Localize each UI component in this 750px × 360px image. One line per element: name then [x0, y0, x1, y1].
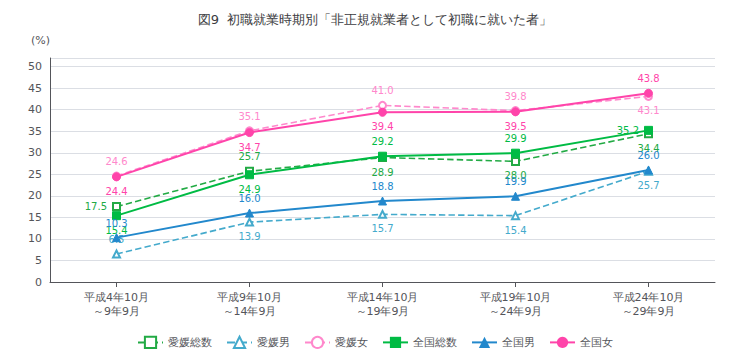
svg-text:全国総数: 全国総数 [413, 336, 457, 349]
svg-text:28.9: 28.9 [371, 167, 393, 178]
svg-text:41.0: 41.0 [371, 85, 393, 96]
svg-text:愛媛総数: 愛媛総数 [168, 336, 212, 349]
svg-text:35: 35 [28, 125, 42, 138]
svg-text:34.4: 34.4 [637, 142, 660, 154]
svg-text:43.8: 43.8 [637, 73, 659, 84]
svg-text:～29年9月: ～29年9月 [622, 305, 676, 318]
svg-text:～19年9月: ～19年9月 [356, 305, 410, 318]
svg-text:35.1: 35.1 [238, 111, 260, 122]
svg-text:20: 20 [28, 189, 42, 202]
svg-text:13.9: 13.9 [238, 231, 260, 242]
svg-text:15.4: 15.4 [105, 224, 128, 236]
svg-text:5: 5 [35, 254, 42, 267]
svg-text:18.8: 18.8 [371, 181, 393, 192]
svg-text:26.0: 26.0 [637, 150, 659, 161]
svg-text:29.9: 29.9 [504, 133, 526, 144]
svg-text:39.8: 39.8 [504, 91, 526, 102]
svg-text:35.2: 35.2 [617, 125, 639, 136]
svg-text:40: 40 [28, 103, 42, 116]
svg-text:16.0: 16.0 [238, 193, 260, 204]
svg-text:29.2: 29.2 [371, 136, 393, 147]
svg-text:15.7: 15.7 [371, 223, 393, 234]
svg-text:43.1: 43.1 [637, 105, 659, 116]
svg-text:50: 50 [28, 60, 42, 73]
svg-text:15: 15 [28, 211, 42, 224]
svg-text:39.5: 39.5 [504, 121, 526, 132]
svg-text:25: 25 [28, 168, 42, 181]
svg-text:24.6: 24.6 [105, 156, 127, 167]
svg-text:～14年9月: ～14年9月 [223, 305, 277, 318]
svg-text:平成24年10月: 平成24年10月 [613, 291, 685, 304]
svg-text:10.3: 10.3 [105, 218, 127, 229]
svg-text:24.4: 24.4 [105, 186, 127, 197]
svg-text:～9年9月: ～9年9月 [93, 305, 140, 318]
svg-text:6.5: 6.5 [108, 234, 125, 245]
svg-text:全国男: 全国男 [502, 336, 535, 349]
svg-text:平成9年10月: 平成9年10月 [217, 291, 282, 304]
svg-text:(%): (%) [31, 34, 50, 47]
svg-text:39.4: 39.4 [371, 121, 393, 132]
svg-text:24.9: 24.9 [238, 183, 261, 195]
svg-text:10: 10 [28, 232, 42, 245]
svg-text:図9 初職就業時期別「非正規就業者として初職に就いた者」: 図9 初職就業時期別「非正規就業者として初職に就いた者」 [198, 12, 553, 27]
svg-text:30: 30 [28, 146, 42, 159]
svg-text:45: 45 [28, 82, 42, 95]
svg-text:34.7: 34.7 [238, 142, 260, 153]
svg-text:25.7: 25.7 [637, 180, 659, 191]
svg-text:～24年9月: ～24年9月 [489, 305, 543, 318]
svg-text:全国女: 全国女 [580, 336, 613, 349]
svg-text:愛媛男: 愛媛男 [257, 336, 290, 349]
svg-text:平成19年10月: 平成19年10月 [480, 291, 552, 304]
svg-text:15.4: 15.4 [504, 225, 526, 236]
svg-text:愛媛女: 愛媛女 [335, 336, 368, 349]
svg-text:17.5: 17.5 [85, 201, 107, 212]
svg-text:0: 0 [35, 276, 42, 289]
svg-text:平成14年10月: 平成14年10月 [347, 291, 419, 304]
svg-text:平成4年10月: 平成4年10月 [84, 291, 149, 304]
svg-text:25.7: 25.7 [238, 151, 260, 162]
svg-text:19.9: 19.9 [504, 176, 526, 187]
